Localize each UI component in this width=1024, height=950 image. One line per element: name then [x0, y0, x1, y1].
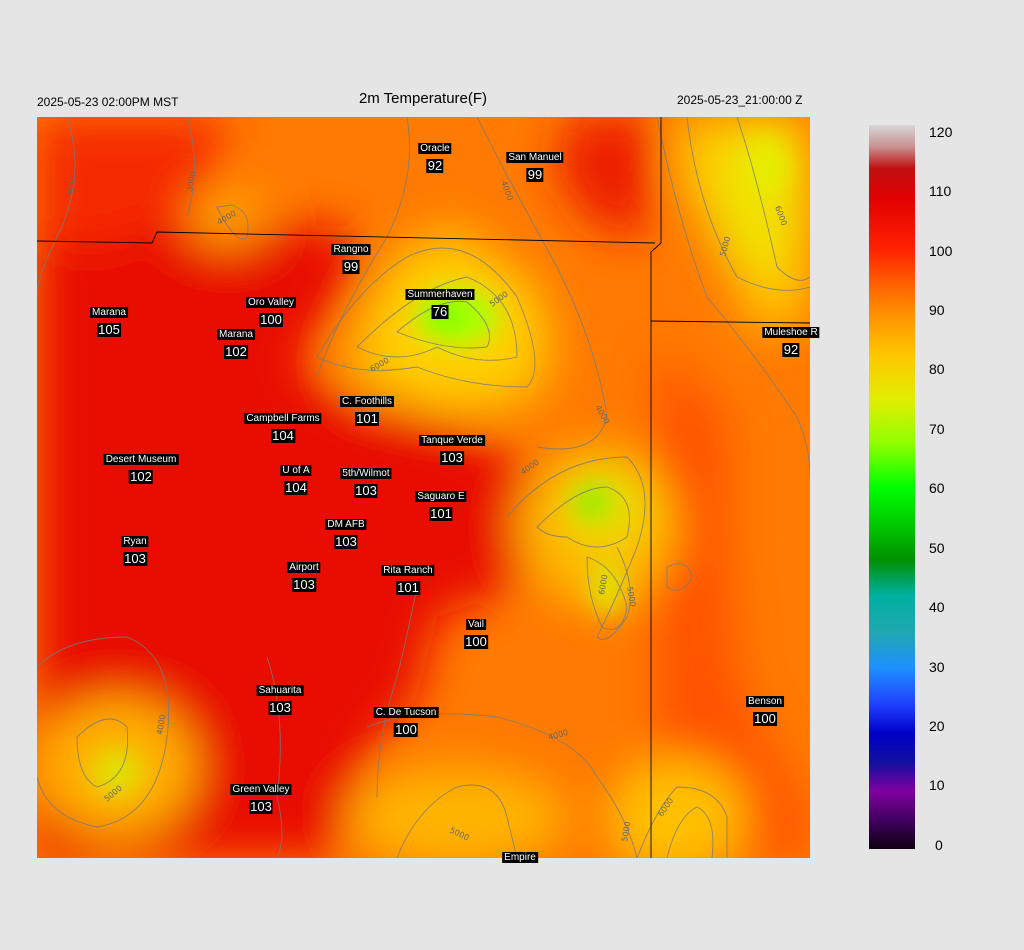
- station-name: Oracle: [418, 143, 452, 154]
- station-5th-wilmot: 5th/Wilmot 103: [340, 463, 392, 500]
- station-dm-afb: DM AFB 103: [325, 514, 367, 551]
- colorbar-label: 60: [929, 480, 945, 496]
- station-saguaro-e: Saguaro E 101: [415, 486, 467, 523]
- station-name: Vail: [466, 619, 486, 630]
- station-empire: Empire: [502, 847, 538, 865]
- contour-label: 5000: [620, 821, 632, 843]
- map-title: 2m Temperature(F): [358, 90, 488, 107]
- station-rangno: Rangno 99: [331, 239, 371, 276]
- station-value: 103: [268, 700, 292, 715]
- station-campbell-farms: Campbell Farms 104: [244, 408, 322, 445]
- station-tanque-verde: Tanque Verde 103: [419, 430, 485, 467]
- station-name: 5th/Wilmot: [340, 468, 392, 479]
- station-value: 101: [355, 411, 379, 426]
- station-name: Rangno: [331, 244, 371, 255]
- station-value: 76: [431, 304, 449, 319]
- station-name: Green Valley: [230, 784, 292, 795]
- contour-label: 4000: [155, 714, 167, 736]
- contour-label: 6000: [597, 574, 609, 596]
- colorbar-label: 40: [929, 599, 945, 615]
- colorbar-label: 30: [929, 659, 945, 675]
- station-name: San Manuel: [506, 152, 564, 163]
- station-name: Ryan: [121, 536, 149, 547]
- station-value: 104: [271, 428, 295, 443]
- station-name: Rita Ranch: [381, 565, 435, 576]
- color-scale-bar: [869, 125, 915, 849]
- station-value: 103: [123, 551, 147, 566]
- station-name: U of A: [280, 465, 312, 476]
- station-value: 100: [753, 711, 777, 726]
- station-u-of-a: U of A 104: [280, 460, 312, 497]
- station-rita-ranch: Rita Ranch 101: [381, 560, 435, 597]
- station-marana-west: Marana 105: [90, 302, 128, 339]
- station-value: 102: [129, 469, 153, 484]
- station-airport: Airport 103: [287, 557, 321, 594]
- colorbar-label: 70: [929, 421, 945, 437]
- station-oro-valley: Oro Valley 100: [246, 292, 296, 329]
- station-name: DM AFB: [325, 519, 367, 530]
- station-name: Sahuarita: [256, 685, 304, 696]
- station-value: 103: [334, 534, 358, 549]
- colorbar-label: 0: [935, 837, 943, 853]
- station-desert-museum: Desert Museum 102: [103, 449, 179, 486]
- station-name: Muleshoe R: [762, 327, 820, 338]
- colorbar-label: 100: [929, 243, 953, 259]
- station-sahuarita: Sahuarita 103: [256, 680, 304, 717]
- station-value: 92: [426, 158, 444, 173]
- station-value: 105: [97, 322, 121, 337]
- station-value: 102: [224, 344, 248, 359]
- colorbar-label: 90: [929, 302, 945, 318]
- temperature-map: 3000 3000 4000 4000 4000 4000 4000 4000 …: [37, 117, 810, 858]
- station-name: Oro Valley: [246, 297, 296, 308]
- station-name: C. Foothills: [339, 396, 395, 407]
- station-name: Campbell Farms: [244, 413, 322, 424]
- station-benson: Benson 100: [746, 691, 784, 728]
- station-name: Empire: [502, 852, 538, 863]
- station-name: Tanque Verde: [419, 435, 485, 446]
- local-time: 2025-05-23 02:00PM MST: [37, 95, 179, 109]
- station-value: 103: [249, 799, 273, 814]
- colorbar-label: 120: [929, 124, 953, 140]
- station-name: C. De Tucson: [373, 707, 439, 718]
- station-green-valley: Green Valley 103: [230, 779, 292, 816]
- station-muleshoe-r: Muleshoe R 92: [762, 322, 820, 359]
- station-value: 100: [259, 312, 283, 327]
- station-value: 100: [464, 634, 488, 649]
- station-name: Marana: [90, 307, 128, 318]
- county-boundaries: [37, 117, 810, 858]
- station-value: 99: [526, 167, 544, 182]
- station-name: Desert Museum: [103, 454, 179, 465]
- station-san-manuel: San Manuel 99: [506, 147, 564, 184]
- utc-time: 2025-05-23_21:00:00 Z: [677, 93, 803, 107]
- station-c-de-tucson: C. De Tucson 100: [373, 702, 439, 739]
- station-name: Saguaro E: [415, 491, 467, 502]
- station-value: 101: [429, 506, 453, 521]
- station-ryan: Ryan 103: [121, 531, 149, 568]
- colorbar-label: 10: [929, 777, 945, 793]
- station-value: 92: [782, 342, 800, 357]
- temperature-field: [37, 117, 810, 858]
- station-value: 99: [342, 259, 360, 274]
- colorbar-label: 20: [929, 718, 945, 734]
- station-value: 100: [394, 722, 418, 737]
- colorbar-label: 110: [929, 183, 952, 199]
- station-c-foothills: C. Foothills 101: [339, 391, 395, 428]
- station-value: 101: [396, 580, 420, 595]
- station-value: 103: [292, 577, 316, 592]
- colorbar-label: 50: [929, 540, 945, 556]
- contour-label: 5000: [625, 586, 637, 608]
- station-oracle: Oracle 92: [418, 138, 452, 175]
- station-name: Marana: [217, 329, 255, 340]
- station-name: Benson: [746, 696, 784, 707]
- station-value: 103: [440, 450, 464, 465]
- station-vail: Vail 100: [464, 614, 488, 651]
- colorbar-label: 80: [929, 361, 945, 377]
- station-value: 104: [284, 480, 308, 495]
- station-name: Airport: [287, 562, 321, 573]
- station-value: 103: [354, 483, 378, 498]
- station-summerhaven: Summerhaven 76: [405, 284, 475, 321]
- contour-label: 3000: [185, 171, 197, 193]
- station-marana: Marana 102: [217, 324, 255, 361]
- station-name: Summerhaven: [405, 289, 475, 300]
